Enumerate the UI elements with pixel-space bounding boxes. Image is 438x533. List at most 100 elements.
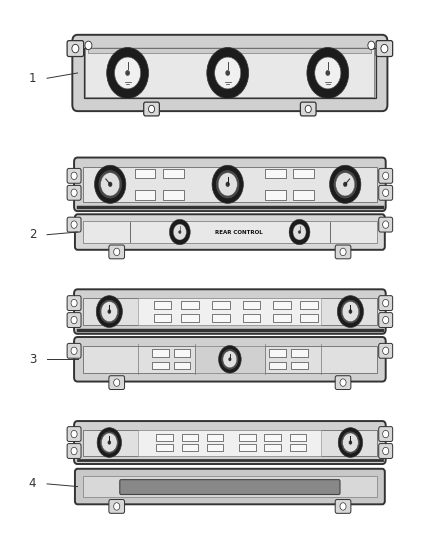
Circle shape: [381, 44, 388, 53]
Bar: [212, 302, 230, 309]
Circle shape: [305, 106, 311, 113]
Circle shape: [71, 430, 77, 438]
Bar: [152, 362, 169, 369]
Circle shape: [315, 57, 341, 89]
Circle shape: [383, 347, 389, 354]
Bar: [300, 314, 318, 321]
Circle shape: [298, 230, 301, 234]
Circle shape: [325, 70, 330, 76]
FancyBboxPatch shape: [67, 41, 84, 56]
Circle shape: [383, 447, 389, 455]
Circle shape: [178, 230, 181, 234]
Text: 2: 2: [29, 228, 36, 241]
Circle shape: [71, 447, 77, 455]
Bar: [154, 314, 171, 321]
Circle shape: [173, 224, 186, 240]
Circle shape: [85, 41, 92, 50]
FancyBboxPatch shape: [67, 343, 81, 358]
Bar: [138, 298, 321, 325]
Bar: [293, 169, 314, 179]
Circle shape: [289, 219, 310, 245]
FancyBboxPatch shape: [379, 168, 392, 183]
Circle shape: [148, 106, 155, 113]
Bar: [212, 314, 230, 321]
Bar: [264, 434, 281, 441]
FancyBboxPatch shape: [74, 158, 386, 211]
FancyBboxPatch shape: [335, 499, 351, 513]
Bar: [269, 362, 286, 369]
Circle shape: [222, 349, 238, 369]
FancyBboxPatch shape: [109, 245, 124, 259]
Circle shape: [341, 300, 360, 323]
Bar: [265, 169, 286, 179]
Circle shape: [97, 427, 121, 457]
Circle shape: [383, 300, 389, 307]
Circle shape: [218, 173, 237, 196]
Bar: [163, 169, 184, 179]
Bar: [182, 445, 198, 451]
Circle shape: [100, 300, 119, 323]
Circle shape: [226, 70, 230, 76]
Bar: [207, 434, 223, 441]
Bar: [83, 475, 377, 497]
FancyBboxPatch shape: [379, 296, 392, 311]
Circle shape: [343, 433, 358, 452]
Bar: [300, 302, 318, 309]
Bar: [156, 434, 173, 441]
Bar: [83, 430, 377, 456]
FancyBboxPatch shape: [144, 102, 159, 116]
Bar: [207, 445, 223, 451]
Circle shape: [342, 302, 359, 321]
Bar: [134, 190, 155, 200]
Bar: [273, 302, 291, 309]
Bar: [195, 345, 265, 373]
Bar: [156, 445, 173, 451]
Circle shape: [108, 182, 112, 187]
Circle shape: [212, 165, 244, 204]
Bar: [83, 166, 377, 202]
Circle shape: [226, 182, 230, 187]
Circle shape: [71, 221, 77, 228]
Bar: [84, 48, 376, 98]
Circle shape: [114, 379, 120, 386]
Circle shape: [349, 440, 352, 445]
Bar: [239, 445, 255, 451]
FancyBboxPatch shape: [67, 313, 81, 327]
FancyBboxPatch shape: [109, 499, 124, 513]
FancyBboxPatch shape: [379, 343, 392, 358]
FancyBboxPatch shape: [67, 185, 81, 200]
Circle shape: [170, 219, 190, 245]
Circle shape: [71, 172, 77, 180]
Bar: [174, 349, 190, 357]
Bar: [85, 49, 374, 97]
Bar: [181, 314, 198, 321]
FancyBboxPatch shape: [379, 443, 392, 458]
Bar: [290, 434, 306, 441]
Bar: [265, 190, 286, 200]
Circle shape: [95, 165, 126, 204]
Circle shape: [96, 296, 122, 327]
FancyBboxPatch shape: [335, 245, 351, 259]
Circle shape: [337, 296, 364, 327]
Circle shape: [343, 182, 347, 187]
Bar: [138, 430, 321, 456]
Bar: [243, 314, 260, 321]
Circle shape: [101, 173, 120, 196]
FancyBboxPatch shape: [300, 102, 316, 116]
Bar: [154, 302, 171, 309]
Circle shape: [383, 430, 389, 438]
Bar: [152, 349, 169, 357]
Text: 3: 3: [29, 353, 36, 366]
FancyBboxPatch shape: [379, 313, 392, 327]
Bar: [83, 221, 377, 243]
Circle shape: [108, 440, 111, 445]
FancyBboxPatch shape: [379, 217, 392, 232]
Circle shape: [101, 432, 118, 453]
Circle shape: [71, 300, 77, 307]
Circle shape: [349, 309, 352, 314]
Circle shape: [114, 248, 120, 256]
Bar: [88, 48, 371, 53]
Bar: [181, 302, 198, 309]
Circle shape: [223, 351, 237, 368]
FancyBboxPatch shape: [67, 443, 81, 458]
